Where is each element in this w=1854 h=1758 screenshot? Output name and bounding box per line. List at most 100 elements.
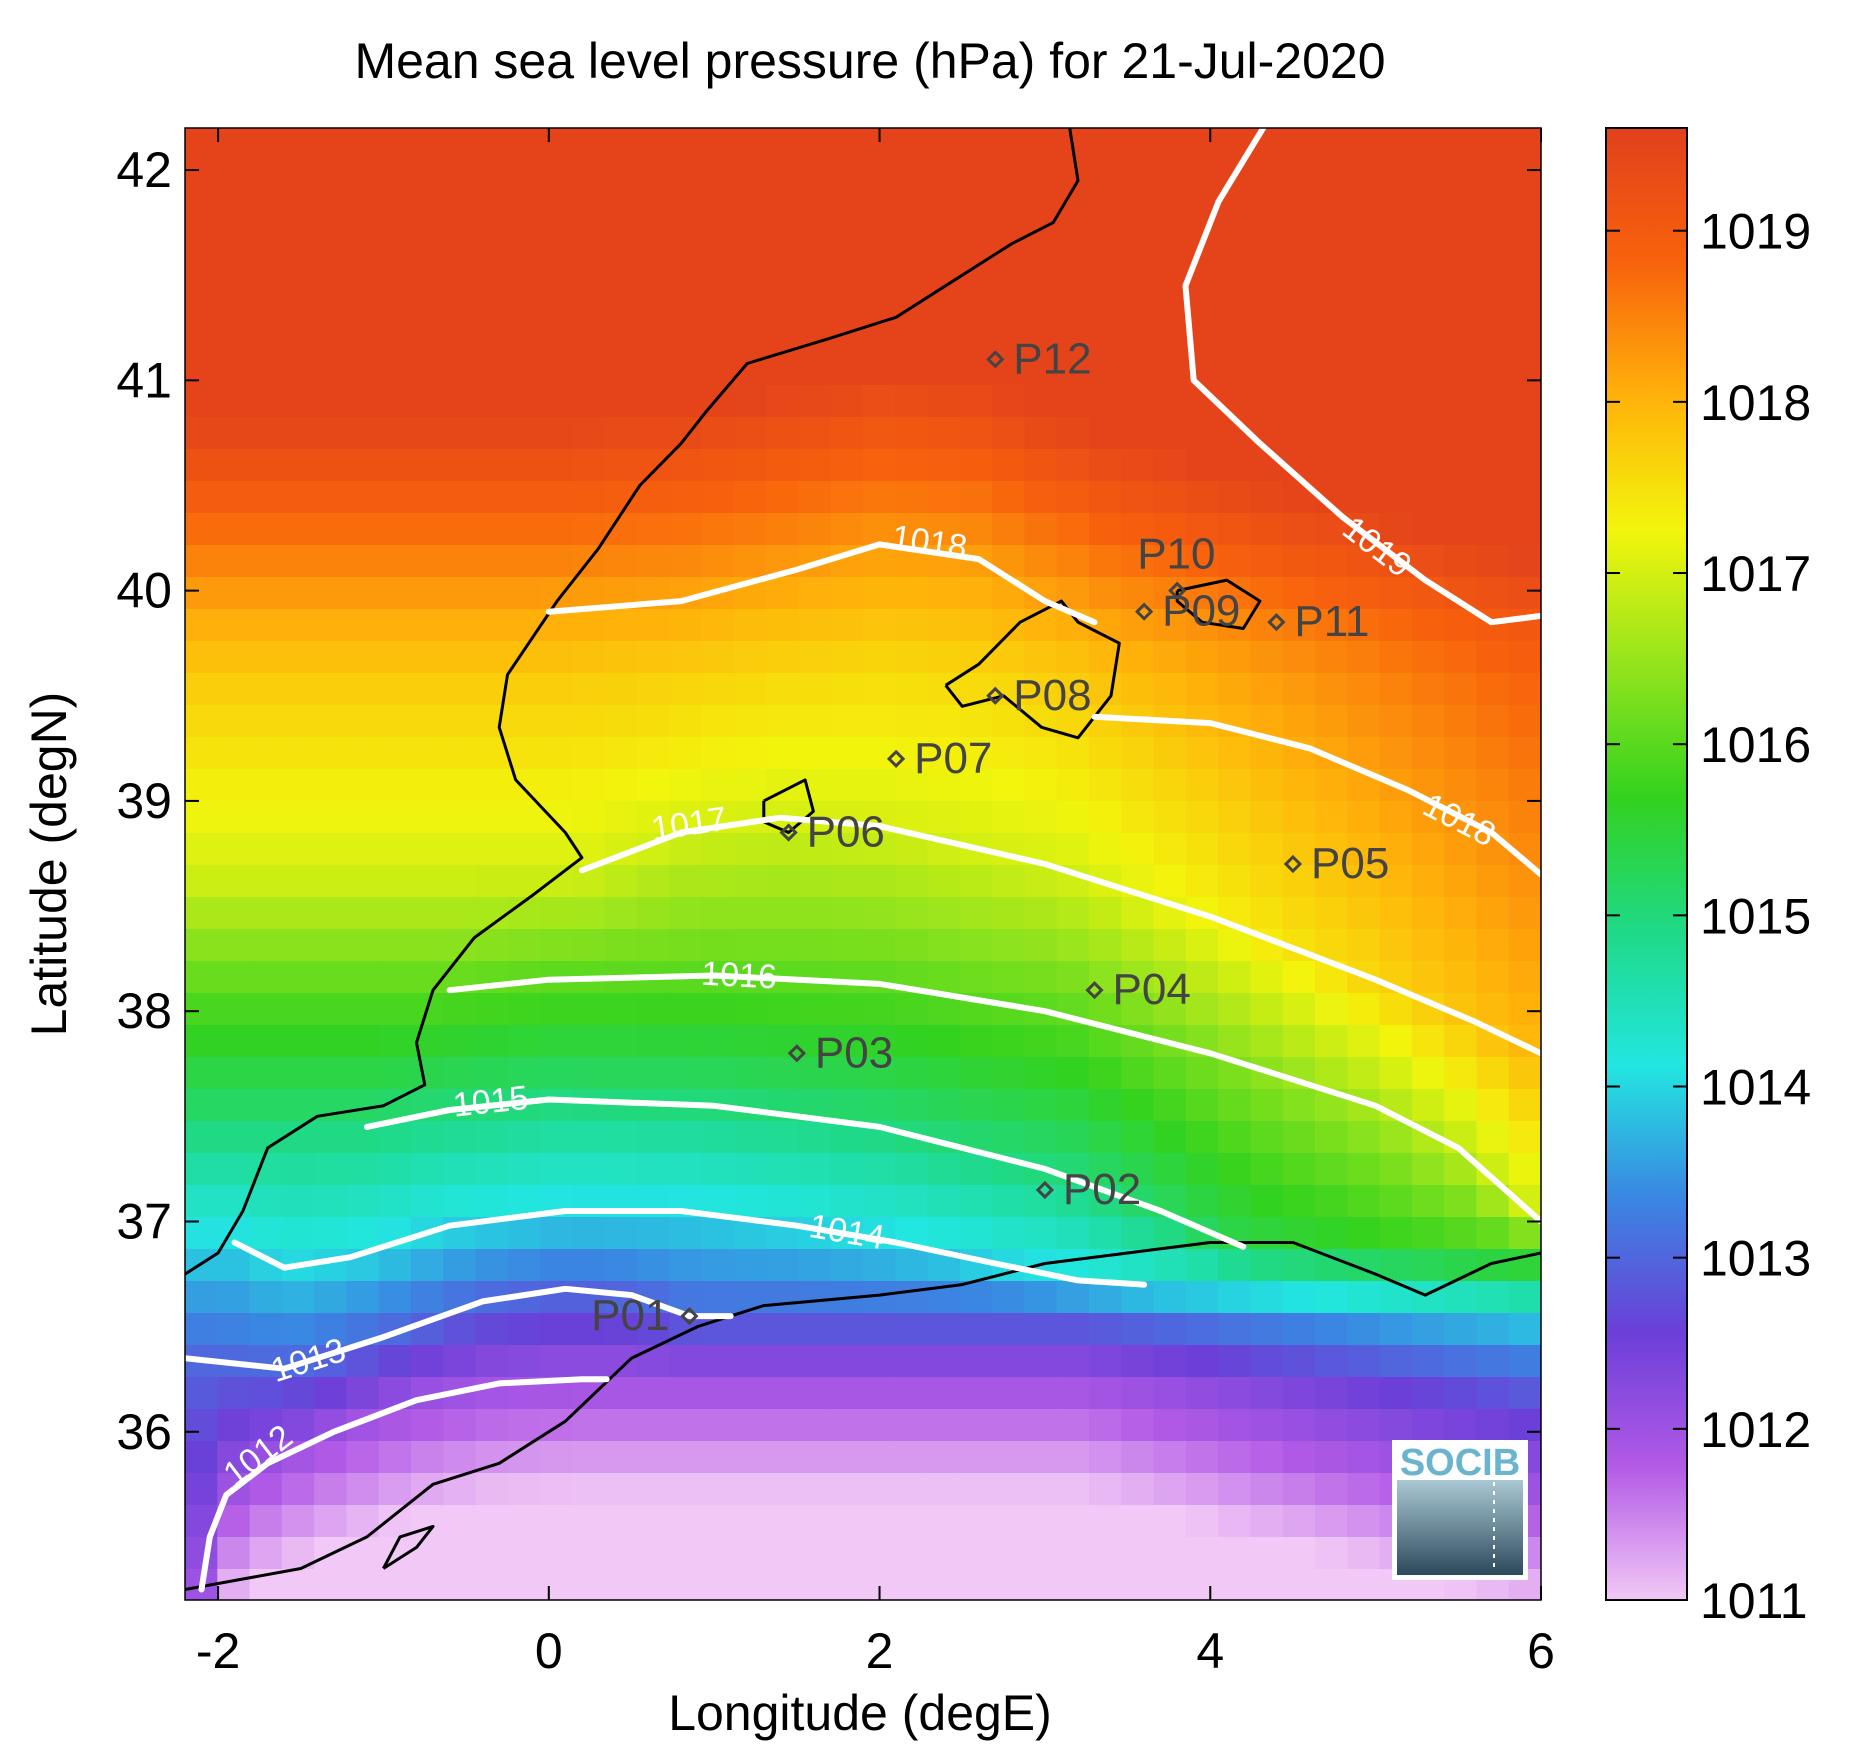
field-cell [314,352,348,385]
field-cell [1185,416,1220,449]
field-cell [443,256,477,289]
field-cell [1024,416,1058,449]
field-cell [281,640,316,673]
field-cell [1347,1376,1381,1409]
field-cell [798,256,832,289]
field-cell [540,480,574,513]
field-cell [1153,1376,1187,1409]
field-cell [927,800,961,833]
isobar-label: 1016 [700,955,777,997]
field-cell [895,256,929,289]
field-cell [540,896,574,929]
field-cell [1282,1024,1316,1057]
field-cell [1121,576,1155,609]
field-cell [1185,1056,1220,1089]
field-cell [281,416,316,449]
field-cell [507,672,542,705]
field-cell [1347,1056,1381,1089]
field-cell [1411,736,1446,769]
field-cell [572,192,606,225]
field-cell [507,1472,542,1505]
field-cell [1315,1216,1349,1249]
field-cell [1411,704,1446,737]
field-cell [1024,800,1058,833]
field-cell [1218,768,1252,801]
field-cell [766,1408,800,1441]
field-cell [281,1280,316,1313]
field-cell [185,448,219,481]
field-cell [1056,1568,1090,1600]
field-cell [249,1088,283,1121]
colorbar-tick-label: 1015 [1700,888,1811,944]
field-cell [1508,384,1541,417]
field-cell [507,608,542,641]
field-cell [701,1280,735,1313]
field-cell [1476,736,1510,769]
field-cell [669,352,703,385]
field-cell [185,224,219,257]
field-cell [378,1024,412,1057]
field-cell [863,672,897,705]
field-cell [733,512,768,545]
field-cell [1153,1408,1187,1441]
field-cell [830,1248,864,1281]
field-cell [378,1504,412,1537]
field-cell [1315,448,1349,481]
field-cell [701,1120,735,1153]
field-cell [378,1568,412,1600]
field-cell [1508,992,1541,1025]
field-cell [1089,1088,1123,1121]
field-cell [185,1536,219,1569]
field-cell [1218,864,1252,897]
field-cell [1315,1184,1349,1217]
field-cell [927,576,961,609]
field-cell [411,416,445,449]
field-cell [669,1376,703,1409]
field-cell [1250,224,1284,257]
field-cell [475,160,509,193]
field-cell [669,736,703,769]
field-cell [1218,1248,1252,1281]
field-cell [217,448,251,481]
field-cell [1315,224,1349,257]
field-cell [1411,1056,1446,1089]
field-cell [766,1568,800,1600]
field-cell [1089,352,1123,385]
field-cell [540,320,574,353]
field-cell [1121,224,1155,257]
field-cell [507,832,542,865]
field-cell [1411,1024,1446,1057]
field-cell [701,640,735,673]
field-cell [604,1376,638,1409]
field-cell [1089,1120,1123,1153]
field-cell [1347,320,1381,353]
field-cell [1411,512,1446,545]
field-cell [378,1152,412,1185]
field-cell [830,1152,864,1185]
field-cell [1411,608,1446,641]
field-cell [1282,1248,1316,1281]
field-cell [378,512,412,545]
field-cell [411,832,445,865]
field-cell [992,480,1026,513]
field-cell [540,1280,574,1313]
field-cell [281,448,316,481]
field-cell [895,512,929,545]
field-cell [959,1504,994,1537]
field-cell [701,1440,735,1473]
field-cell [217,960,251,993]
field-cell [411,192,445,225]
field-cell [217,384,251,417]
field-cell [1411,1184,1446,1217]
field-cell [378,928,412,961]
field-cell [185,1408,219,1441]
field-cell [798,672,832,705]
field-cell [669,1536,703,1569]
field-cell [1282,1536,1316,1569]
field-cell [1153,1120,1187,1153]
field-cell [249,640,283,673]
field-cell [314,544,348,577]
field-cell [1508,416,1541,449]
field-cell [1185,768,1220,801]
field-cell [475,1568,509,1600]
